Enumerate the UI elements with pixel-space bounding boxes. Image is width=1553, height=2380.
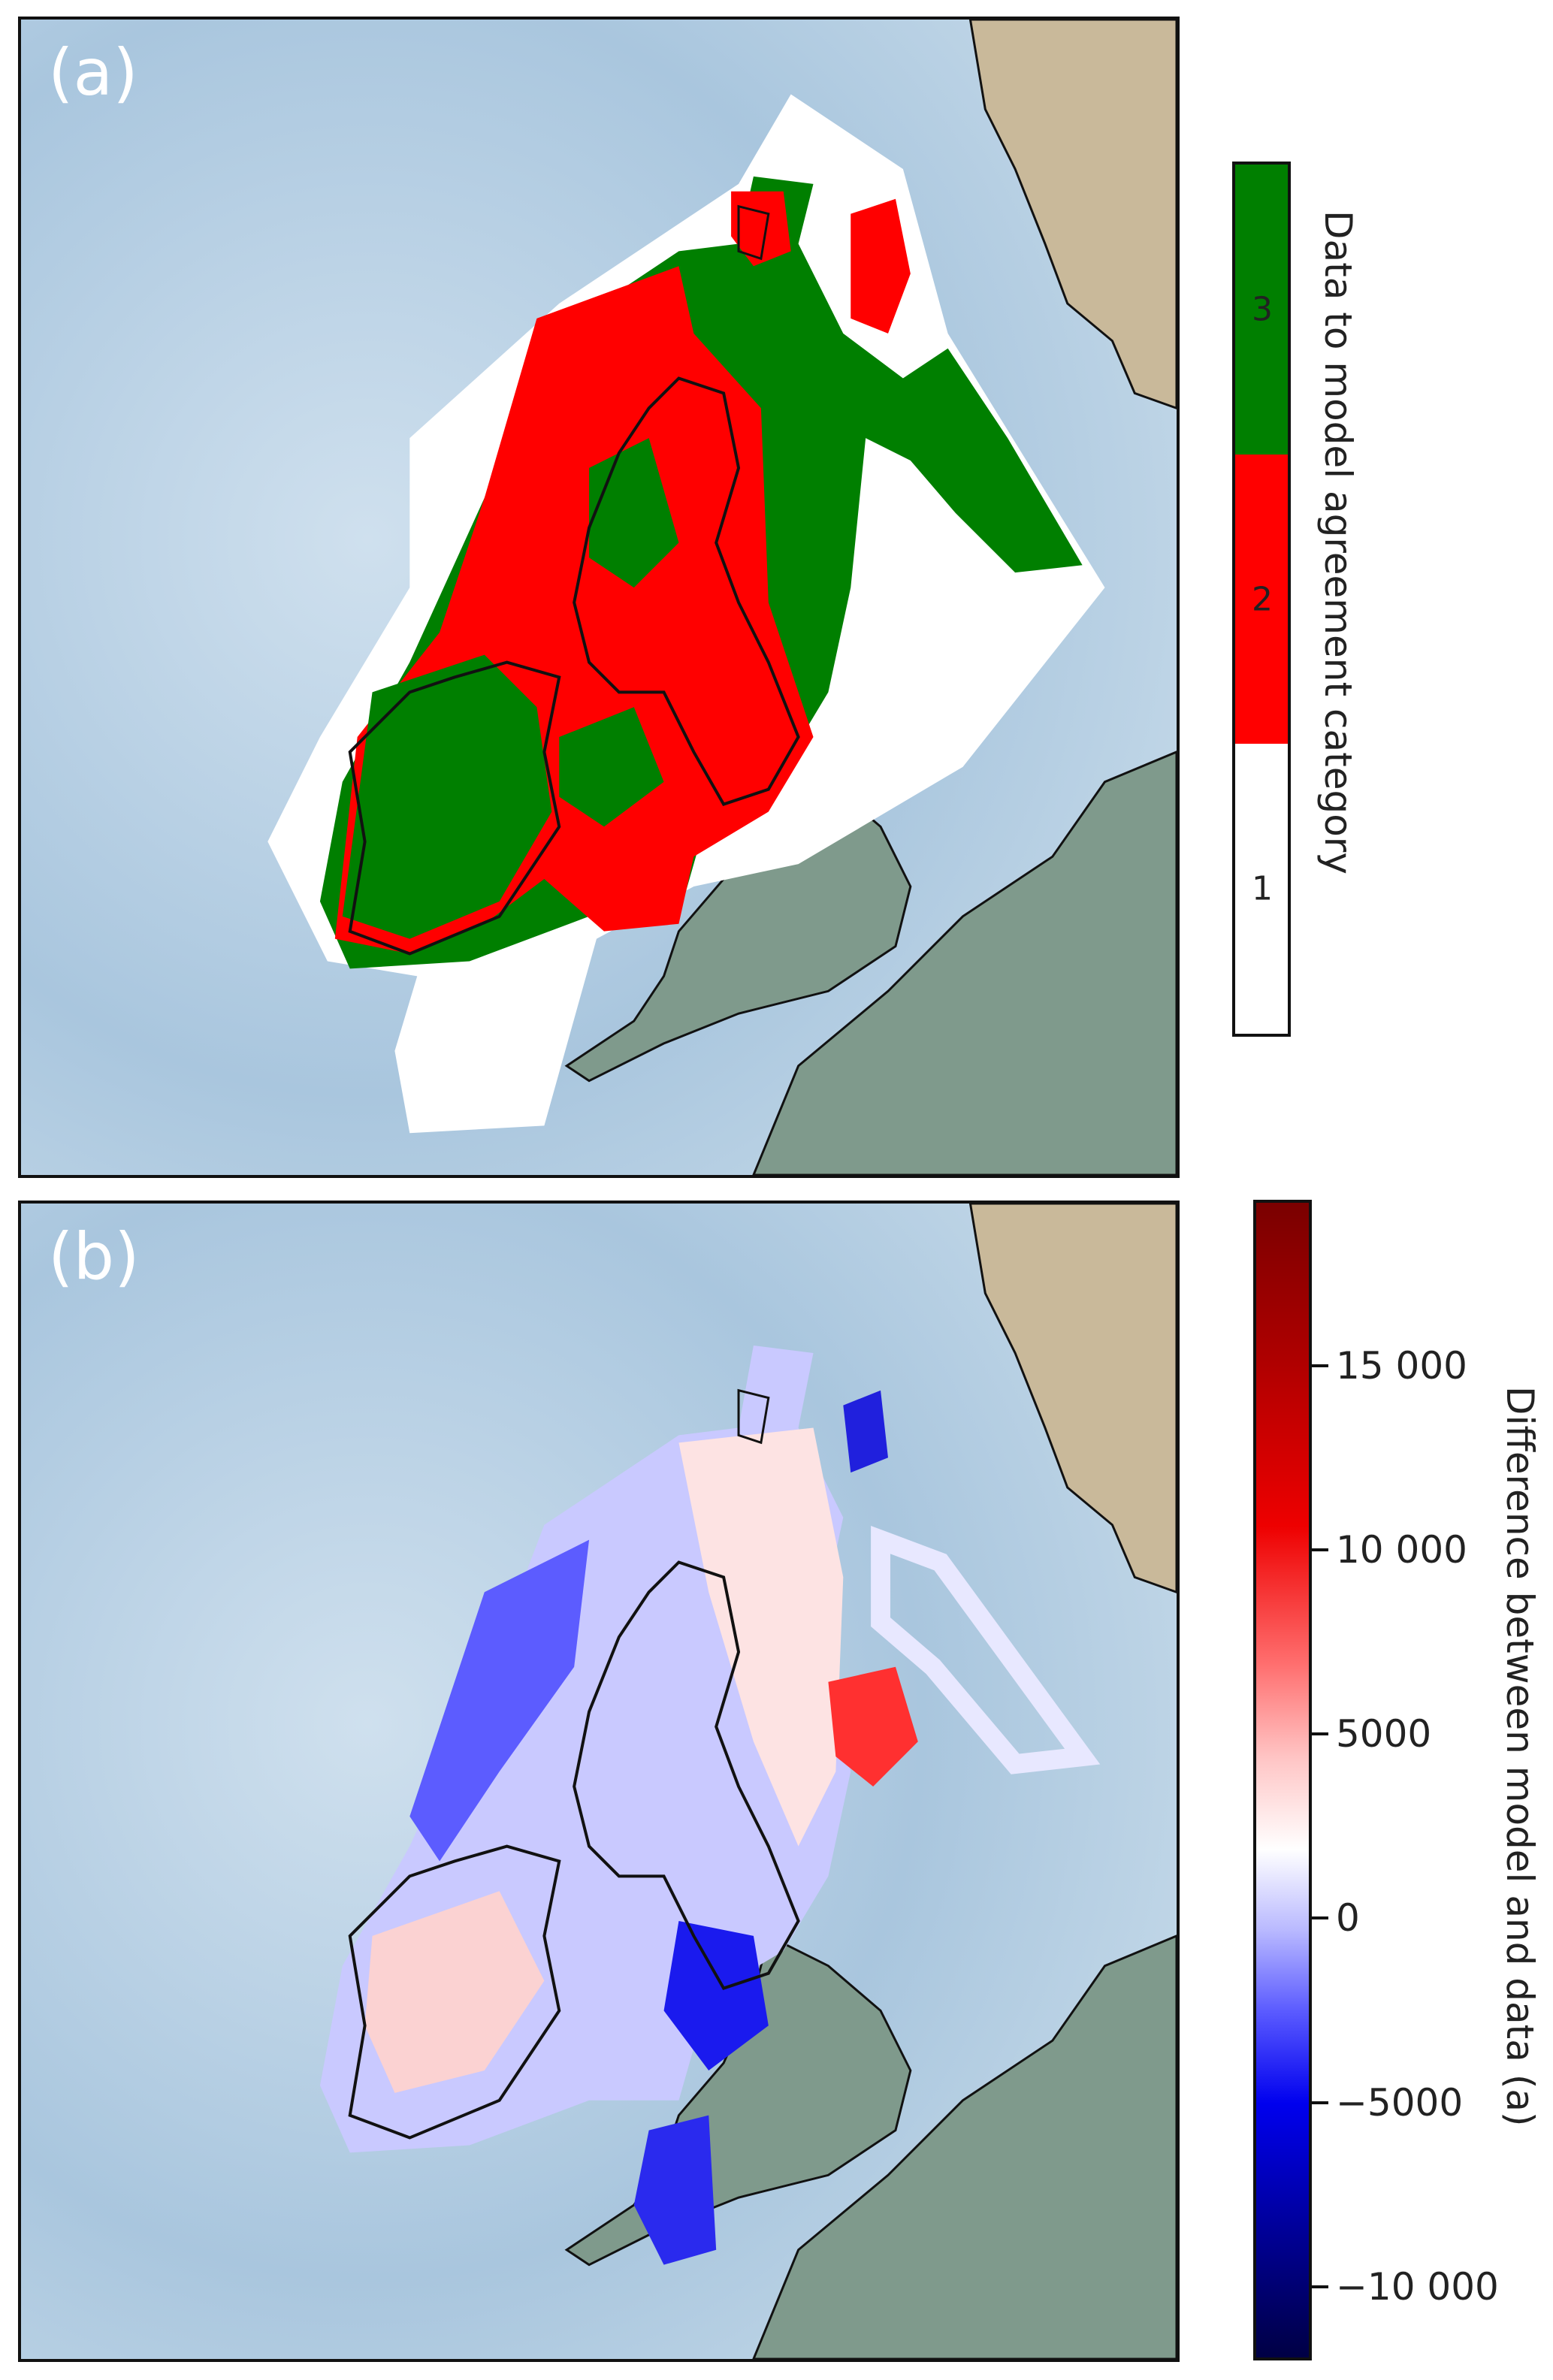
land-norway-a — [968, 20, 1177, 409]
land-norway-b — [968, 1204, 1177, 1593]
difference-thin-branch-b — [871, 1526, 1101, 1774]
category-2-region-shetland-a — [851, 198, 911, 334]
colorbar-tick-mark — [1312, 2285, 1328, 2288]
difference-negative-liverpool-b — [663, 1921, 769, 2070]
coastline-orkney-b — [737, 1388, 770, 1445]
colorbar-b-title: Difference between model and data (a) — [1498, 1386, 1542, 2127]
colorbar-tick-label: 15 000 — [1336, 1343, 1467, 1388]
colorbar-tick-mark — [1312, 2101, 1328, 2104]
colorbar-tick-mark — [1312, 1732, 1328, 1736]
land-europe-a — [752, 751, 1177, 1175]
difference-negative-shetland-b — [843, 1390, 888, 1473]
category-colorbar: 3 2 1 — [1232, 162, 1291, 1037]
colorbar-segment-3: 3 — [1235, 165, 1288, 455]
colorbar-tick-mark — [1312, 1364, 1328, 1367]
coastline-ireland-a — [348, 660, 561, 956]
difference-negative-bristol-b — [633, 2115, 717, 2265]
coastline-orkney-a — [737, 204, 770, 261]
panel-a-label: (a) — [48, 35, 138, 110]
colorbar-tick-label: 0 — [1336, 1896, 1360, 1941]
colorbar-tick-label: −5000 — [1336, 2080, 1464, 2125]
coastline-britain-b — [573, 1560, 800, 1990]
colorbar-tick-mark — [1312, 1916, 1328, 1920]
category-2-region-orkney-a — [731, 191, 791, 267]
map-b-svg — [21, 1204, 1177, 2359]
map-panel-b: (b) — [18, 1201, 1180, 2362]
colorbar-tick-label: −10 000 — [1336, 2264, 1499, 2309]
land-europe-b — [752, 1935, 1177, 2359]
panel-b-label: (b) — [48, 1219, 140, 1294]
colorbar-tick-label: 10 000 — [1336, 1527, 1467, 1572]
colorbar-segment-1: 1 — [1235, 744, 1288, 1034]
difference-positive-ireland-b — [364, 1891, 545, 2093]
category-3-region-irishsea-a — [559, 707, 664, 827]
colorbar-tick-2: 2 — [1252, 580, 1273, 618]
difference-positive-northsea-b — [678, 1427, 844, 1847]
category-3-region-ireland-a — [342, 654, 552, 939]
colorbar-segment-2: 2 — [1235, 454, 1288, 745]
colorbar-tick-label: 5000 — [1336, 1712, 1432, 1756]
colorbar-a-title: Data to model agreement category — [1316, 210, 1360, 874]
coastline-ireland-b — [348, 1844, 561, 2140]
map-panel-a: (a) — [18, 17, 1180, 1178]
colorbar-tick-3: 3 — [1252, 290, 1273, 329]
colorbar-tick-mark — [1312, 1548, 1328, 1551]
colorbar-tick-1: 1 — [1252, 869, 1273, 908]
difference-negative-west-b — [409, 1539, 590, 1862]
coastline-britain-a — [573, 376, 800, 806]
map-a-svg — [21, 20, 1177, 1175]
difference-colorbar — [1253, 1200, 1312, 2360]
difference-positive-hotspot-b — [828, 1666, 918, 1787]
